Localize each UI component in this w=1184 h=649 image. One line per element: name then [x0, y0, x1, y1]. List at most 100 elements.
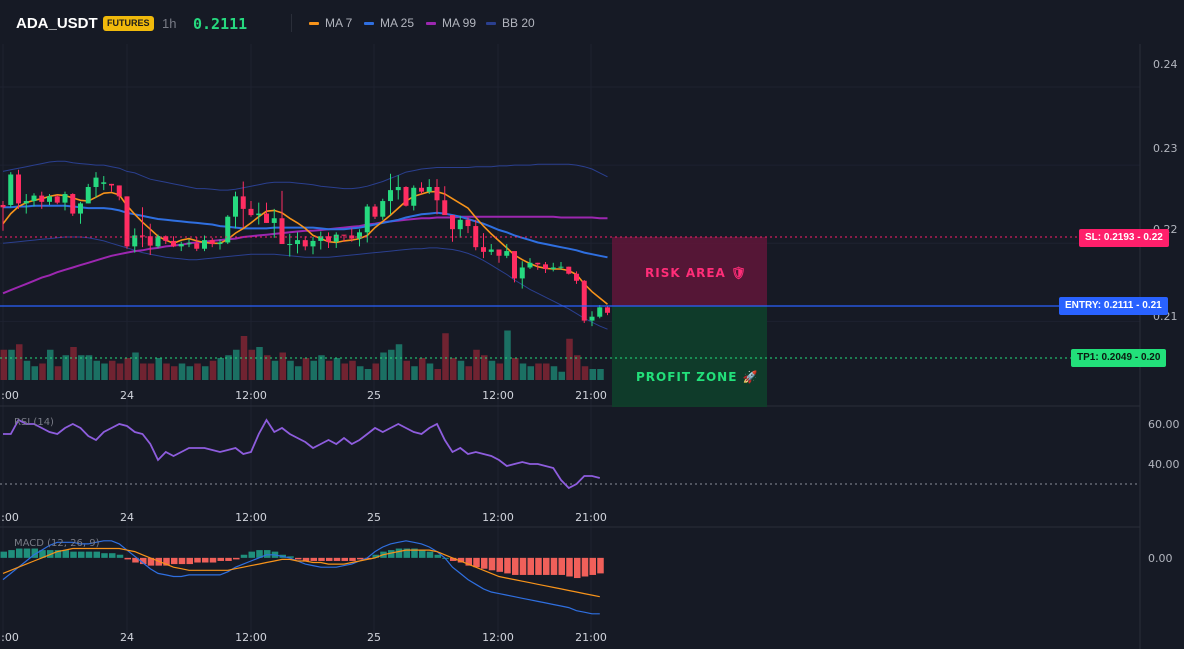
volume-bar — [310, 360, 317, 380]
volume-bar — [364, 369, 372, 380]
macd-histogram-bar — [364, 557, 372, 560]
macd-histogram-bar — [101, 553, 108, 558]
candle-body — [47, 196, 52, 202]
candle-body — [109, 183, 114, 186]
bb-lower-line — [2, 236, 608, 330]
macd-histogram-bar — [31, 548, 38, 558]
candle-body — [31, 195, 37, 202]
candle-body — [388, 190, 393, 202]
sl-tag-tick: 0.22 — [1143, 232, 1163, 243]
legend-ma7[interactable]: MA 7 — [309, 16, 352, 30]
risk-area-box — [612, 237, 767, 306]
macd-histogram-bar — [519, 557, 527, 575]
candle-body — [233, 196, 238, 217]
macd-histogram-bar — [581, 557, 589, 577]
candle-body — [209, 240, 215, 245]
time-tick-label: 21:00 — [575, 389, 607, 402]
legend-ma25[interactable]: MA 25 — [364, 16, 414, 30]
volume-bar — [442, 333, 449, 380]
time-tick-label: 25 — [367, 631, 381, 644]
candle-body — [434, 186, 440, 201]
volume-bar — [333, 358, 341, 380]
candle-body — [225, 216, 231, 243]
candle-body — [512, 251, 517, 279]
candle-body — [16, 174, 21, 204]
candle-body — [0, 204, 6, 208]
macd-histogram-bar — [264, 550, 271, 558]
legend-bb20[interactable]: BB 20 — [486, 16, 535, 30]
price-tick-label: 0.24 — [1153, 58, 1178, 71]
legend-ma99[interactable]: MA 99 — [426, 16, 476, 30]
symbol-name[interactable]: ADA_USDT — [16, 15, 98, 32]
candle-body — [341, 234, 347, 236]
volume-bar — [124, 358, 131, 380]
timeframe-label[interactable]: 1h — [162, 16, 177, 31]
volume-bar — [457, 360, 465, 380]
volume-bar — [147, 363, 155, 380]
volume-bar — [388, 349, 395, 380]
volume-bar — [372, 363, 379, 380]
macd-histogram-bar — [388, 550, 395, 558]
time-tick-label: 21:00 — [575, 511, 607, 524]
macd-histogram-bar — [178, 557, 186, 565]
macd-histogram-bar — [39, 550, 46, 558]
candle-body — [496, 249, 502, 256]
volume-bar — [264, 355, 271, 380]
volume-bar — [434, 369, 441, 380]
macd-histogram-bar — [54, 550, 62, 558]
macd-histogram-bar — [8, 550, 15, 558]
entry-tag-text: ENTRY: 0.2111 — [1065, 300, 1134, 311]
time-tick-label: 24 — [120, 511, 134, 524]
candle-body — [302, 240, 308, 247]
candle-body — [419, 187, 424, 192]
macd-histogram-bar — [488, 557, 496, 571]
candle-body — [457, 219, 463, 230]
entry-price-tag[interactable]: ENTRY: 0.2111 - 0.21 — [1059, 297, 1168, 315]
macd-histogram-bar — [419, 550, 426, 558]
tp1-price-tag[interactable]: TP1: 0.2049 - 0.20 — [1071, 349, 1167, 367]
candle-body — [54, 196, 60, 203]
macd-histogram-bar — [496, 557, 503, 572]
volume-bar — [558, 371, 565, 380]
candle-body — [426, 186, 432, 192]
sl-price-tag[interactable]: SL: 0.2193 - 0.22 — [1079, 229, 1169, 247]
last-price: 0.2111 — [193, 15, 248, 33]
macd-histogram-bar — [109, 553, 116, 558]
tp1-tag-text: TP1: 0.2049 — [1077, 352, 1133, 363]
macd-histogram-bar — [116, 554, 124, 558]
volume-bar — [78, 355, 85, 380]
volume-bar — [85, 355, 93, 380]
macd-histogram-bar — [16, 548, 23, 558]
volume-bar — [93, 360, 100, 380]
macd-histogram-bar — [527, 557, 534, 575]
volume-bars — [0, 330, 604, 380]
macd-histogram-bar — [240, 554, 248, 558]
candle-body — [380, 201, 386, 217]
volume-bar — [527, 366, 534, 380]
time-tick-label: 12:00 — [235, 631, 267, 644]
candle-body — [566, 266, 572, 274]
volume-bar — [16, 344, 23, 380]
bollinger-bands — [2, 160, 608, 330]
tp1-tag-separator: - — [1132, 352, 1141, 363]
candle-body — [264, 213, 269, 223]
volume-bar — [132, 352, 139, 380]
volume-bar — [287, 360, 294, 380]
macd-histogram-bar — [23, 548, 31, 558]
rsi-tick-label: 60.00 — [1148, 418, 1180, 431]
volume-bar — [419, 358, 426, 380]
volume-bar — [543, 363, 550, 380]
macd-histogram-bar — [558, 557, 565, 575]
candle-body — [527, 262, 533, 268]
macd-histogram-bar — [217, 557, 224, 561]
volume-bar — [473, 349, 480, 380]
volume-bar — [395, 344, 403, 380]
candle-body — [194, 243, 200, 249]
risk-area-label: RISK AREA 🛡 — [645, 266, 748, 280]
volume-bar — [209, 360, 217, 380]
time-tick-label: 12:00 — [0, 511, 19, 524]
macd-histogram-bar — [62, 550, 69, 558]
macd-histogram-bar — [0, 551, 7, 558]
candle-body — [589, 316, 595, 321]
